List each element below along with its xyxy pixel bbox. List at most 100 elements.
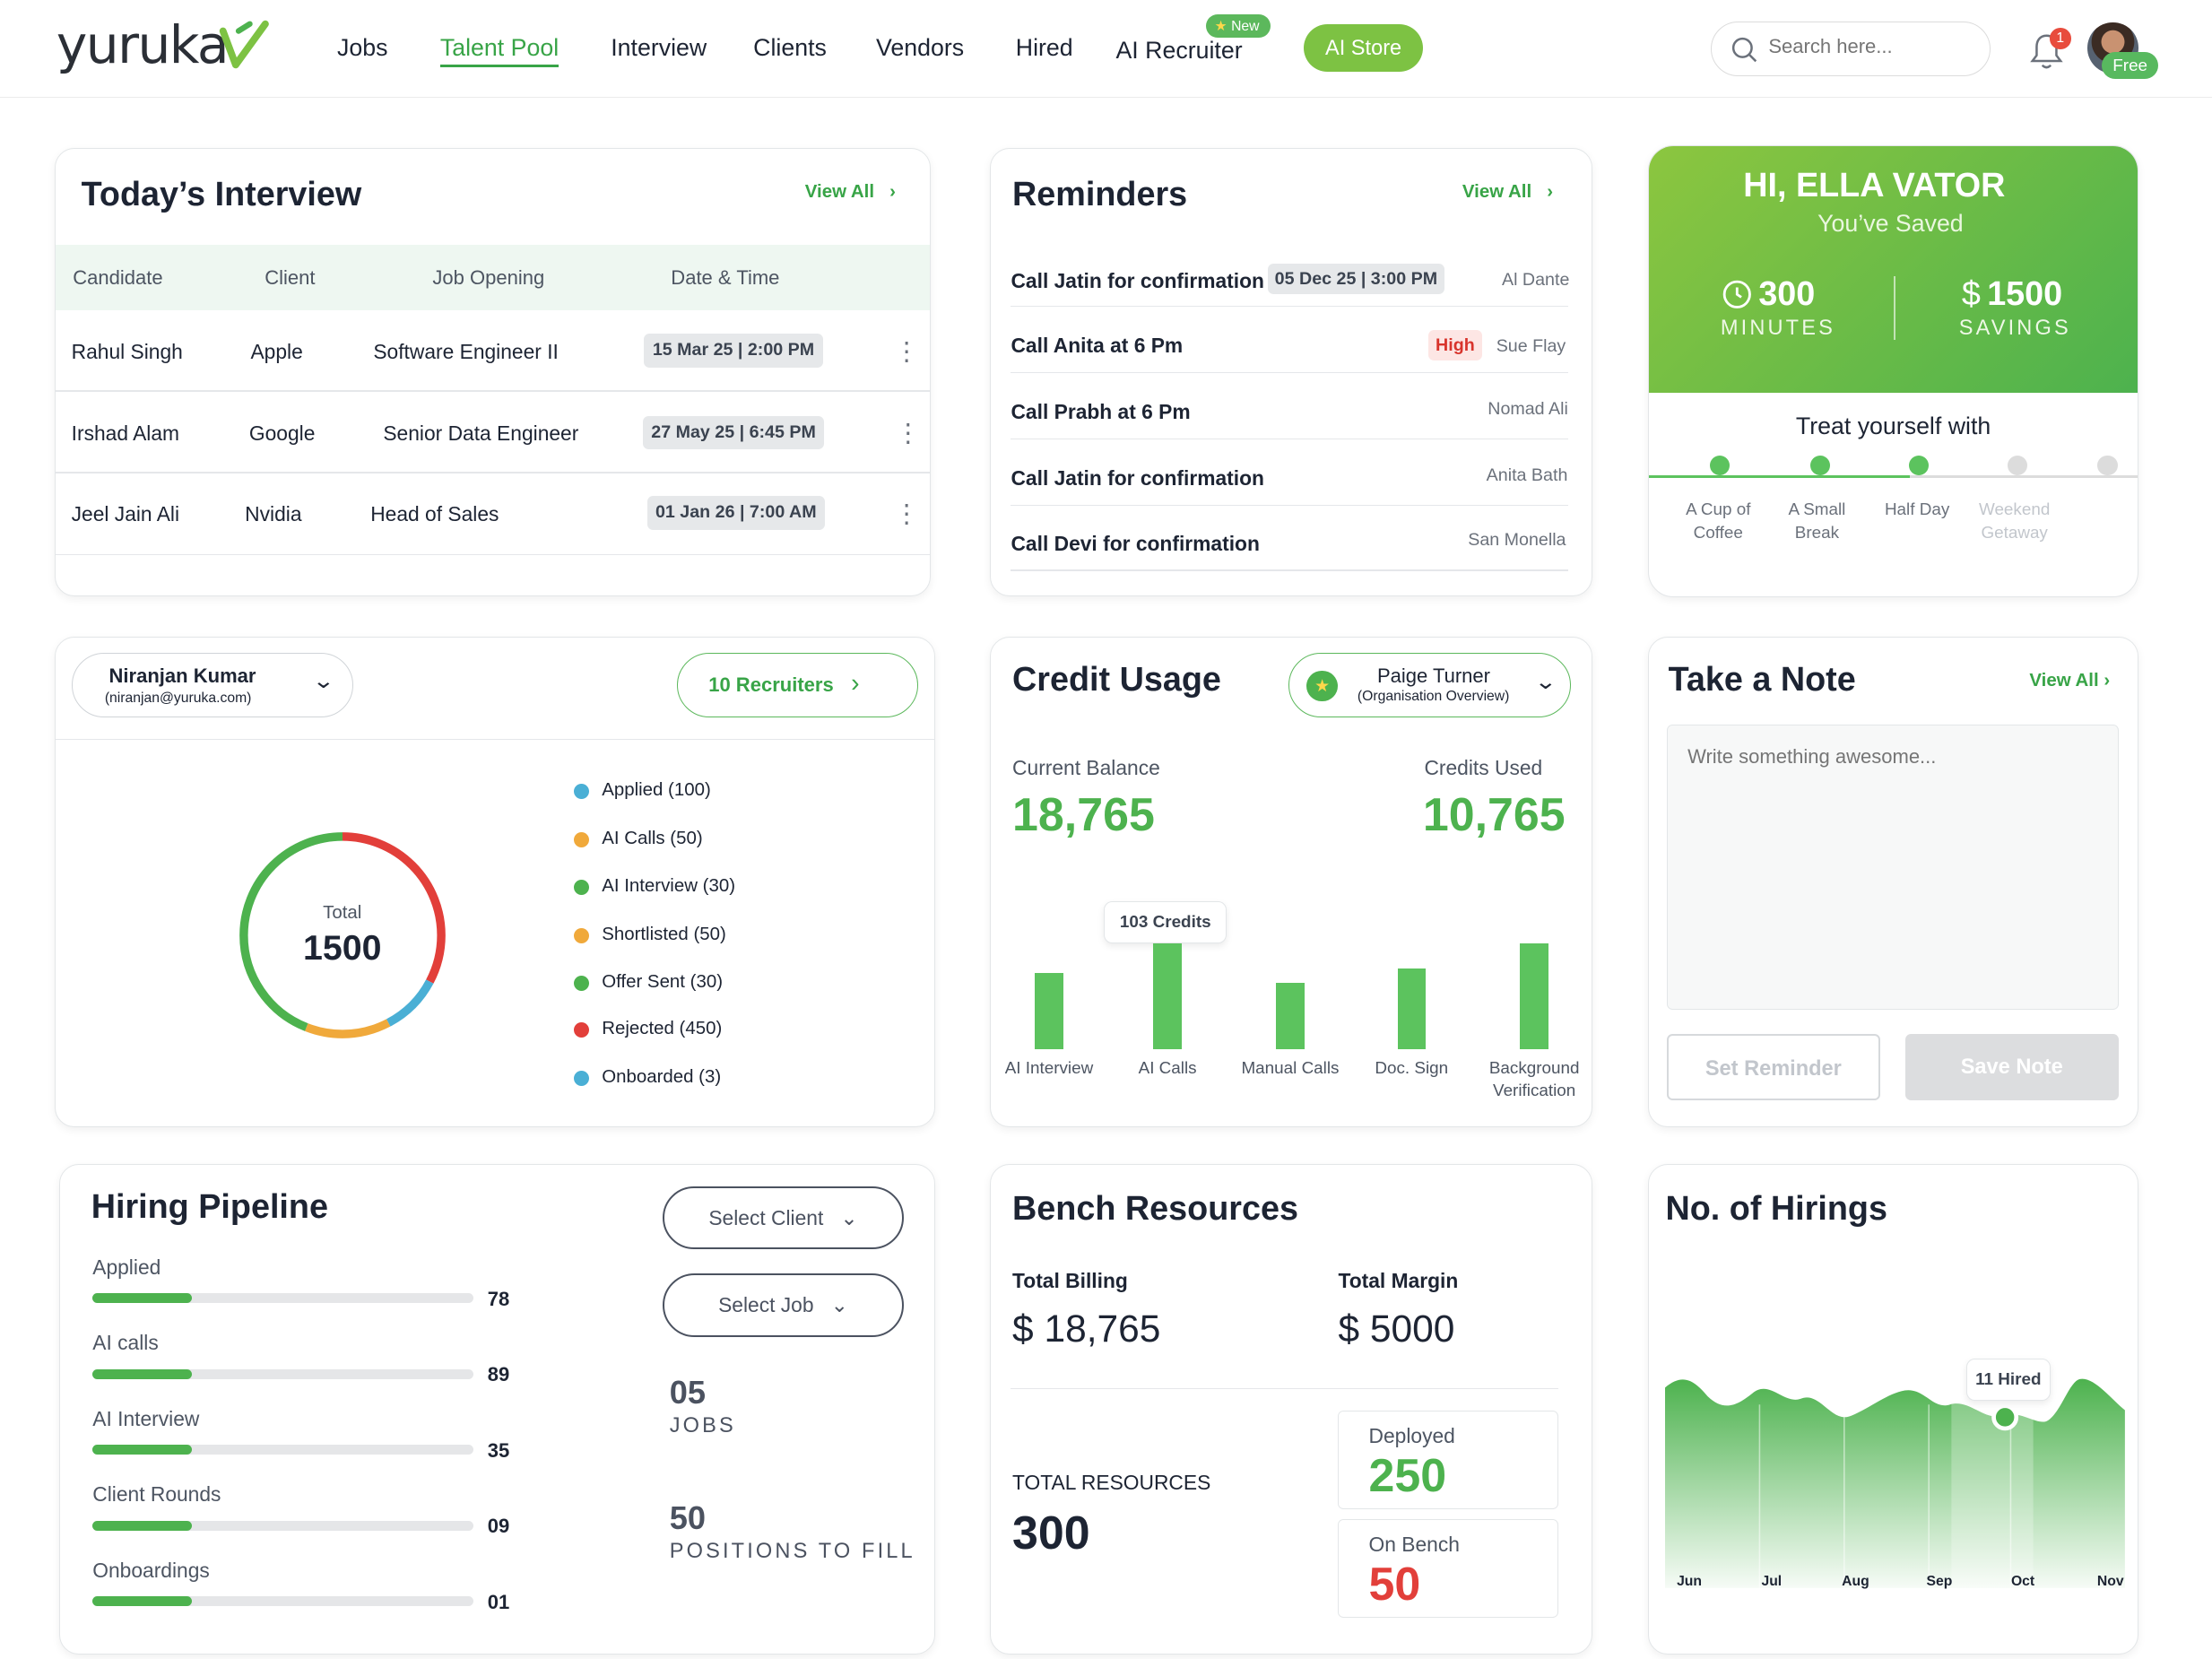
margin-label: Total Margin — [1338, 1269, 1459, 1293]
stage-label: AI calls — [92, 1331, 159, 1355]
search-input[interactable] — [1768, 34, 1981, 58]
funnel-donut-chart — [239, 831, 446, 1038]
recruiters-label: 10 Recruiters — [708, 673, 834, 696]
credit-bar[interactable] — [1520, 942, 1548, 1049]
on-bench-label: On Bench — [1368, 1533, 1460, 1557]
priority-badge: High — [1428, 329, 1482, 361]
stage-progress-track — [92, 1596, 474, 1607]
note-textarea[interactable] — [1667, 725, 2119, 1010]
chevron-right-icon: › — [889, 181, 896, 203]
more-options-icon[interactable]: ⋮ — [895, 418, 921, 447]
hirings-card: No. of Hirings 11 Hired Jun Jul Aug Sep … — [1647, 1163, 2139, 1655]
nav-talent-pool[interactable]: Talent Pool — [439, 34, 560, 67]
balance-label: Current Balance — [1012, 755, 1160, 779]
select-client-dropdown[interactable]: Select Client ⌄ — [662, 1186, 904, 1250]
hirings-tooltip: 11 Hired — [1965, 1358, 2051, 1401]
save-note-button[interactable]: Save Note — [1904, 1033, 2119, 1100]
stage-progress-fill — [92, 1293, 192, 1304]
candidate-name: Irshad Alam — [71, 421, 180, 445]
legend-dot — [573, 784, 590, 800]
progress-track — [1909, 474, 2138, 478]
nav-hired[interactable]: Hired — [1015, 33, 1073, 61]
reminder-assignee: Sue Flay — [1496, 336, 1566, 357]
reminder-text[interactable]: Call Prabh at 6 Pm — [1011, 400, 1191, 424]
legend-label: Applied (100) — [602, 779, 711, 801]
progress-track-filled — [1648, 474, 1910, 478]
more-options-icon[interactable]: ⋮ — [893, 499, 920, 528]
organisation-dropdown[interactable]: ★ Paige Turner (Organisation Overview) ⌄ — [1288, 652, 1572, 718]
bar-label: Doc. Sign — [1375, 1057, 1449, 1077]
chevron-right-icon: › — [851, 667, 860, 697]
month-label: Jul — [1761, 1574, 1783, 1590]
select-job-dropdown[interactable]: Select Job ⌄ — [662, 1273, 904, 1337]
new-badge: ★ New — [1206, 13, 1271, 38]
minutes-label: MINUTES — [1720, 315, 1835, 339]
saved-subtitle: You’ve Saved — [1817, 209, 1964, 237]
reminder-text[interactable]: Call Jatin for confirmation — [1011, 466, 1264, 491]
month-label: Jun — [1677, 1574, 1703, 1590]
hirings-area — [1665, 1378, 2126, 1588]
month-label: Oct — [2010, 1574, 2035, 1590]
billing-label: Total Billing — [1012, 1269, 1128, 1293]
treat-title: Treat yourself with — [1795, 413, 1991, 440]
reminder-text[interactable]: Call Devi for confirmation — [1011, 531, 1260, 555]
savings-banner — [1648, 146, 2138, 394]
view-all-link[interactable]: View All › — [2029, 669, 2111, 691]
notification-count-badge: 1 — [2050, 28, 2071, 50]
nav-jobs[interactable]: Jobs — [337, 33, 388, 61]
step-label: Weekend Getaway — [1978, 499, 2051, 542]
card-title: Hiring Pipeline — [91, 1187, 328, 1226]
ai-store-button[interactable]: AI Store — [1303, 23, 1424, 73]
yuruka-logo[interactable]: yuruka — [56, 13, 230, 75]
divider — [1011, 504, 1568, 507]
recruiters-button[interactable]: 10 Recruiters › — [676, 652, 918, 718]
stage-progress-fill — [92, 1368, 192, 1379]
reminder-text[interactable]: Call Anita at 6 Pm — [1011, 334, 1184, 358]
recruiter-dropdown[interactable]: Niranjan Kumar (niranjan@yuruka.com) ⌄ — [71, 652, 354, 718]
credit-bar[interactable] — [1276, 983, 1305, 1049]
savings-label: SAVINGS — [1958, 315, 2071, 339]
view-all-link[interactable]: View All › — [1462, 181, 1554, 203]
search-box[interactable] — [1711, 21, 1991, 76]
stage-progress-fill — [92, 1520, 192, 1531]
credit-bar[interactable] — [1153, 942, 1182, 1049]
nav-clients[interactable]: Clients — [753, 33, 827, 61]
credit-bar[interactable] — [1035, 972, 1063, 1049]
step-dot — [1709, 456, 1730, 476]
credit-bar[interactable] — [1397, 968, 1427, 1049]
candidate-name: Rahul Singh — [71, 339, 183, 363]
divider — [1011, 305, 1568, 308]
stage-value: 09 — [487, 1515, 510, 1538]
divider — [56, 390, 931, 392]
nav-vendors[interactable]: Vendors — [876, 33, 965, 61]
nav-ai-recruiter[interactable]: AI Recruiter — [1115, 36, 1243, 64]
jobs-label: JOBS — [669, 1412, 736, 1437]
datetime-pill: 01 Jan 26 | 7:00 AM — [646, 496, 826, 530]
hirings-area-chart — [1665, 1362, 2126, 1588]
bench-resources-card: Bench Resources Total Billing $ 18,765 T… — [990, 1163, 1593, 1655]
stage-label: AI Interview — [92, 1406, 200, 1430]
greeting: HI, ELLA VATOR — [1743, 166, 2006, 204]
more-options-icon[interactable]: ⋮ — [893, 336, 920, 366]
deployed-value: 250 — [1368, 1450, 1447, 1503]
savings-card: HI, ELLA VATOR You’ve Saved 300 MINUTES … — [1647, 145, 2139, 597]
set-reminder-button[interactable]: Set Reminder — [1667, 1033, 1880, 1100]
chevron-down-icon: ⌄ — [312, 668, 335, 692]
table-header — [56, 245, 931, 310]
view-all-link[interactable]: View All › — [804, 181, 896, 203]
month-label: Nov — [2096, 1574, 2124, 1590]
reminder-date-pill: 05 Dec 25 | 3:00 PM — [1267, 263, 1444, 295]
take-a-note-card: Take a Note View All › Set Reminder Save… — [1647, 636, 2139, 1128]
recruiter-name: Niranjan Kumar — [108, 664, 256, 688]
bar-label: AI Calls — [1138, 1057, 1197, 1077]
balance-value: 18,765 — [1012, 788, 1155, 841]
reminders-card: Reminders View All › Call Jatin for conf… — [990, 148, 1593, 597]
reminder-text[interactable]: Call Jatin for confirmation — [1011, 268, 1264, 292]
minutes-value: 300 — [1758, 274, 1816, 313]
bar-tooltip: 103 Credits — [1104, 900, 1227, 943]
nav-interview[interactable]: Interview — [611, 33, 707, 61]
org-subtitle: (Organisation Overview) — [1357, 689, 1510, 705]
total-resources-value: 300 — [1012, 1507, 1090, 1559]
positions-label: POSITIONS TO FILL — [669, 1538, 915, 1562]
step-dot — [1908, 456, 1929, 476]
